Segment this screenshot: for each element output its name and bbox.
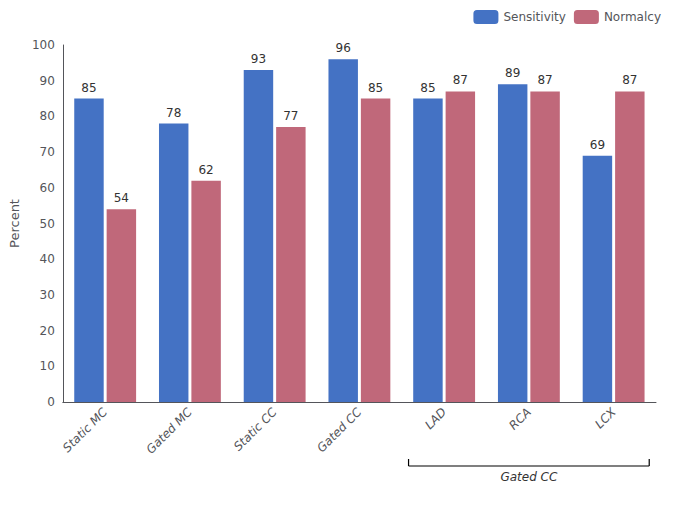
svg-text:LCX: LCX [592,404,619,431]
svg-text:10: 10 [40,359,55,373]
svg-text:87: 87 [453,73,468,87]
svg-text:40: 40 [40,252,55,266]
svg-text:85: 85 [420,81,435,95]
svg-text:Static MC: Static MC [60,405,110,455]
svg-text:20: 20 [40,324,55,338]
svg-text:93: 93 [251,52,266,66]
svg-text:0: 0 [47,395,55,409]
svg-text:Percent: Percent [7,199,22,248]
svg-text:100: 100 [32,38,55,52]
svg-text:Gated CC: Gated CC [500,470,558,484]
svg-text:Gated MC: Gated MC [143,405,195,457]
svg-text:89: 89 [505,66,520,80]
svg-text:Static CC: Static CC [231,405,280,454]
svg-text:Gated CC: Gated CC [314,405,365,456]
svg-text:54: 54 [114,191,129,205]
svg-text:50: 50 [40,217,55,231]
svg-text:80: 80 [40,109,55,123]
svg-text:Sensitivity: Sensitivity [503,10,565,24]
svg-text:RCA: RCA [506,405,534,433]
svg-text:87: 87 [537,73,552,87]
svg-text:90: 90 [40,74,55,88]
svg-text:78: 78 [166,106,181,120]
svg-text:96: 96 [336,41,351,55]
svg-text:62: 62 [198,163,213,177]
svg-text:60: 60 [40,181,55,195]
svg-text:Normalcy: Normalcy [604,10,661,24]
svg-text:85: 85 [81,81,96,95]
svg-text:70: 70 [40,145,55,159]
svg-text:69: 69 [590,138,605,152]
svg-text:85: 85 [368,81,383,95]
svg-text:LAD: LAD [422,405,449,432]
svg-text:77: 77 [283,109,298,123]
svg-text:87: 87 [622,73,637,87]
svg-text:30: 30 [40,288,55,302]
